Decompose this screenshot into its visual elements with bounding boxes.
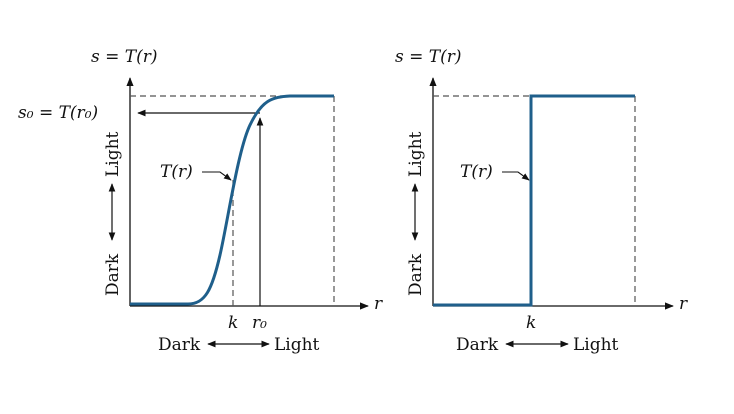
- right-panel: T(r) s = T(r) r k Dark Light Light Dark: [395, 47, 688, 355]
- right-x-axis-label: r: [679, 294, 688, 314]
- left-transformation-curve: [130, 94, 334, 306]
- right-y-axis-label: s = T(r): [395, 47, 462, 67]
- right-curve-label: T(r): [460, 162, 493, 182]
- right-step-function: [433, 94, 635, 307]
- left-y-light-label: Light: [103, 131, 123, 177]
- right-y-dark-label: Dark: [406, 253, 426, 296]
- left-panel: T(r) s = T(r) s₀ = T(r₀) r k r₀ Dark Lig…: [18, 47, 383, 355]
- left-curve-label: T(r): [160, 162, 193, 182]
- right-curve-label-pointer: [502, 171, 530, 181]
- right-y-light-label: Light: [406, 131, 426, 177]
- left-s0-label: s₀ = T(r₀): [18, 103, 98, 123]
- right-k-tick: k: [526, 313, 536, 333]
- left-curve-label-pointer: [202, 171, 232, 181]
- left-x-axis-label: r: [374, 294, 383, 314]
- left-r0-tick: r₀: [252, 313, 267, 333]
- left-x-dark-label: Dark: [158, 335, 201, 355]
- left-y-axis-label: s = T(r): [91, 47, 158, 67]
- left-k-tick: k: [228, 313, 238, 333]
- left-x-light-label: Light: [274, 335, 320, 355]
- right-x-dark-label: Dark: [456, 335, 499, 355]
- left-y-dark-label: Dark: [103, 253, 123, 296]
- right-x-light-label: Light: [573, 335, 619, 355]
